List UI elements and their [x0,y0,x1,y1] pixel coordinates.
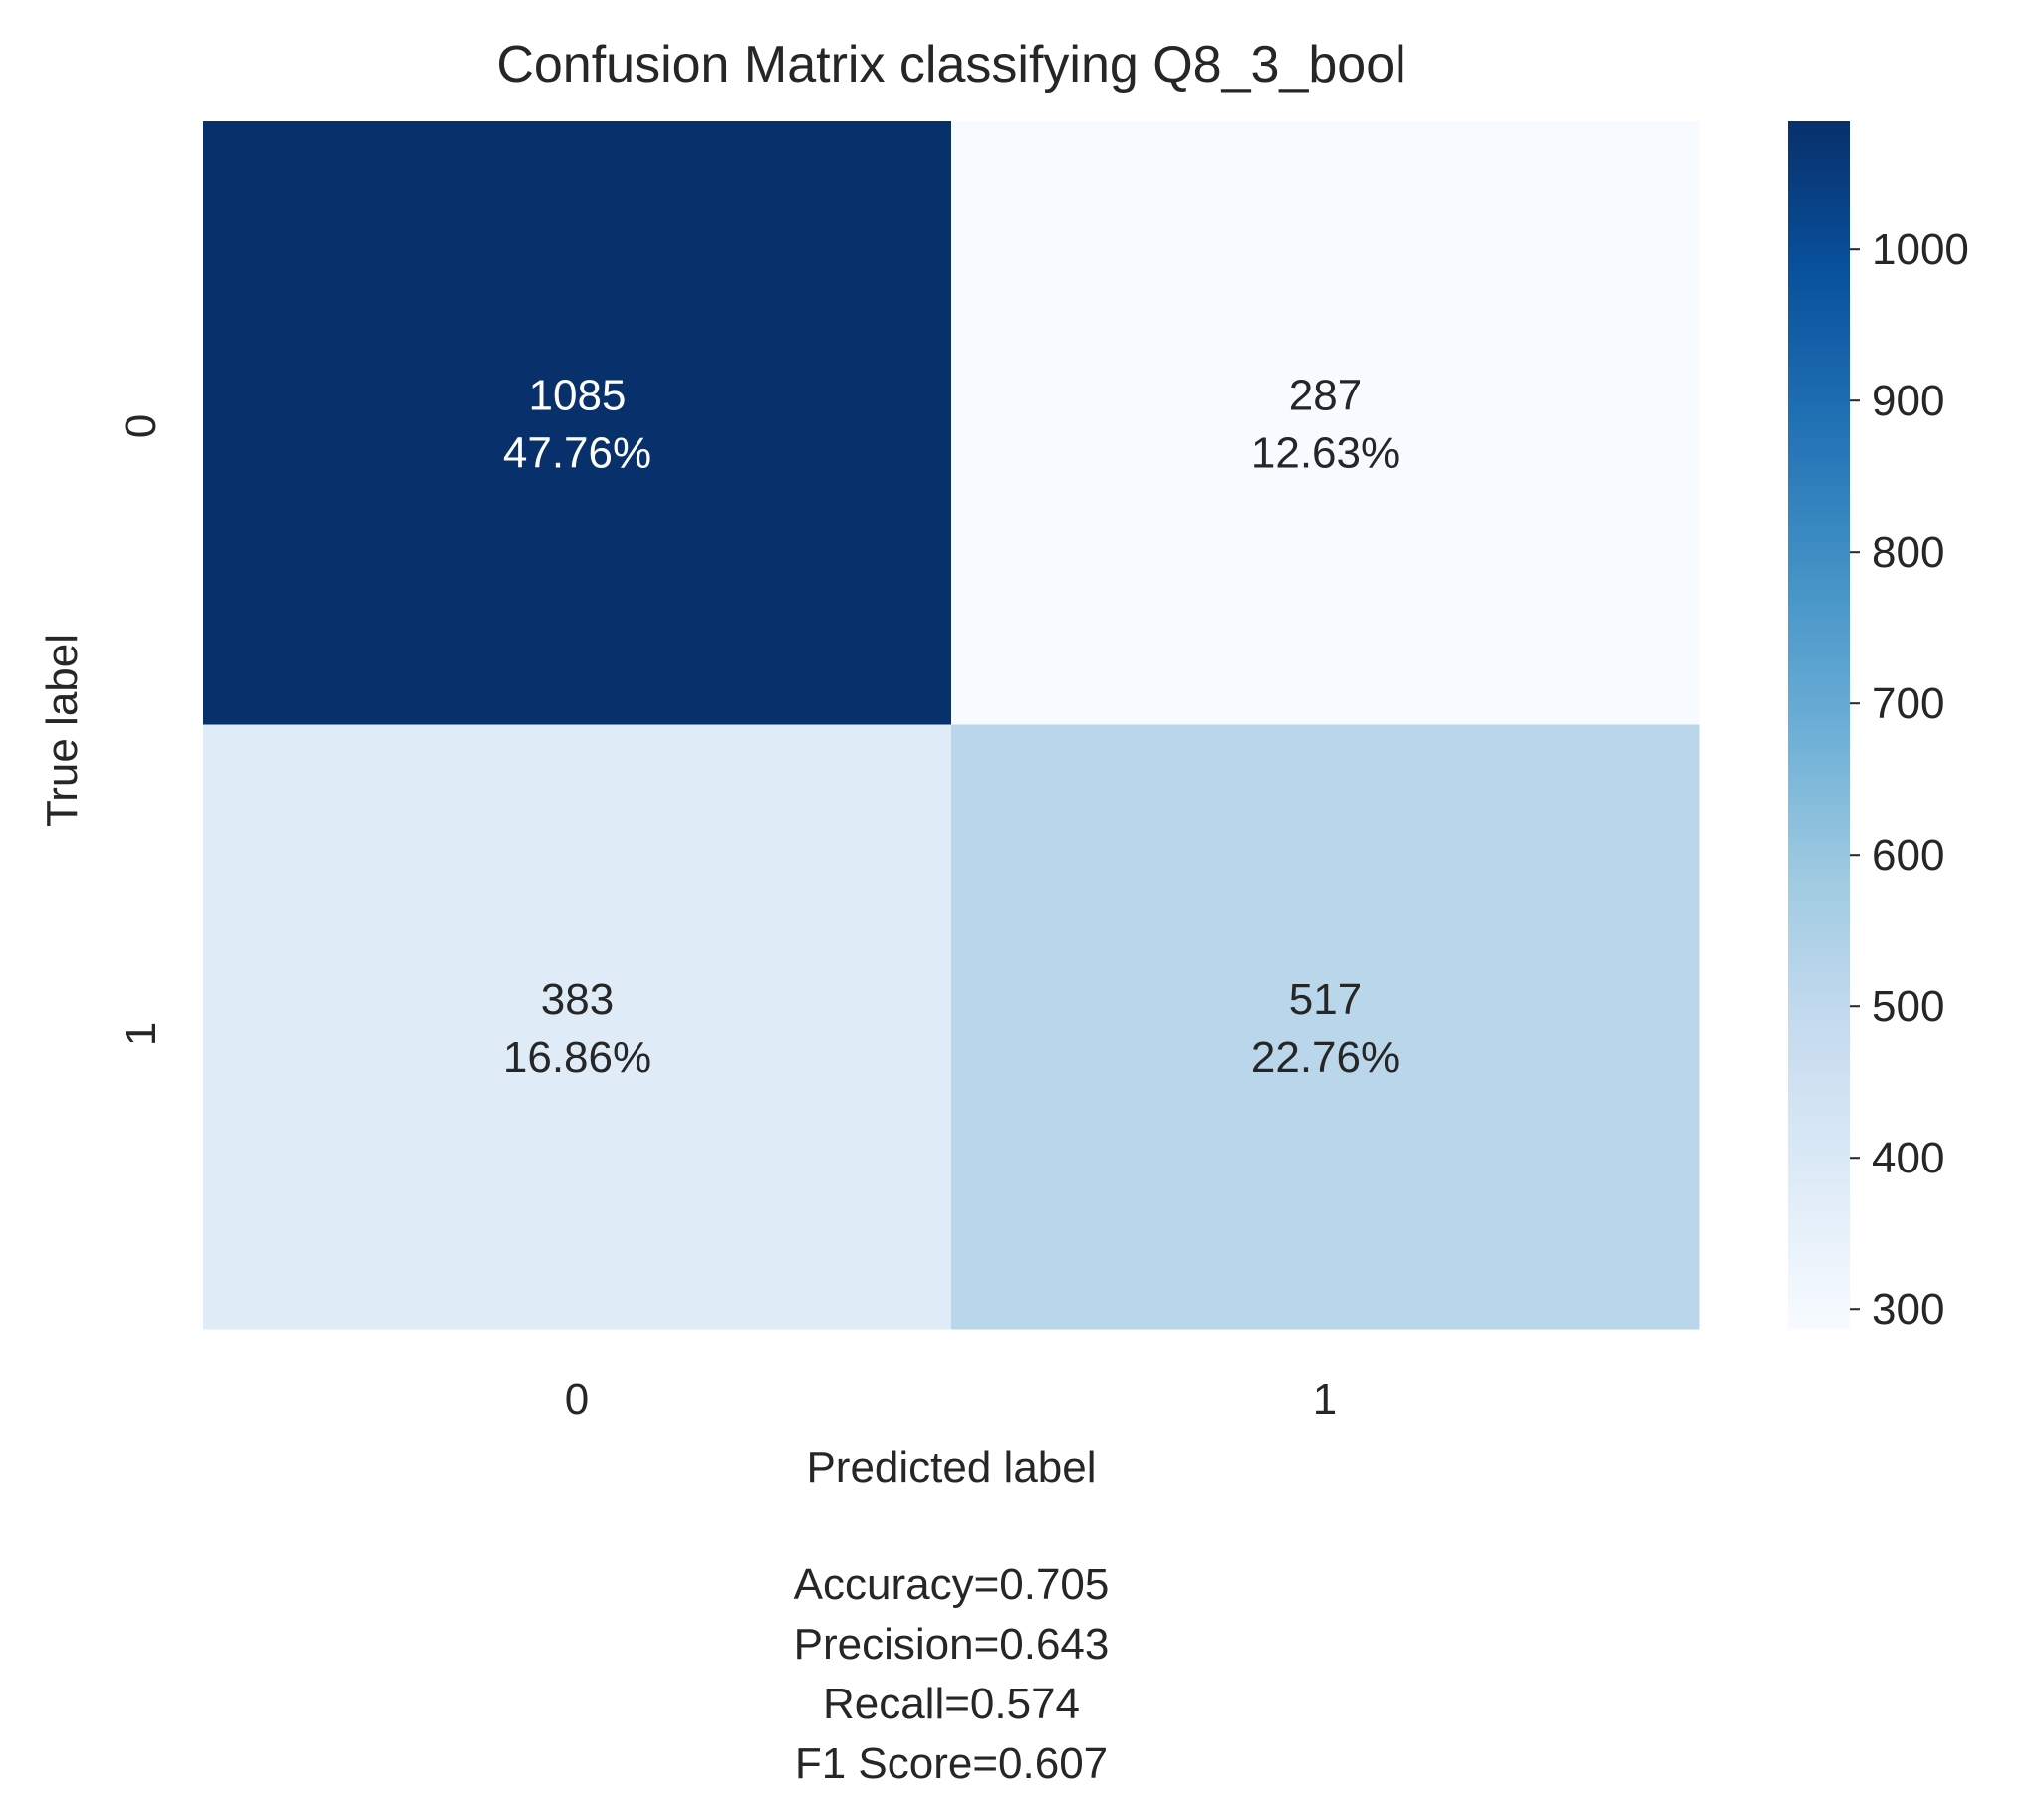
cell-percent-0-1: 12.63% [1251,428,1400,477]
colorbar-tick-label-2: 500 [1872,982,1944,1031]
y-tick-label-1: 1 [117,1022,165,1046]
metric-precision: Precision=0.643 [794,1620,1110,1669]
x-tick-labels: 0 1 [565,1375,1337,1424]
metrics-summary: Accuracy=0.705 Precision=0.643 Recall=0.… [794,1560,1110,1788]
heatmap-cell-1-1 [951,724,1700,1330]
cell-count-0-0: 1085 [529,371,627,419]
cell-count-1-1: 517 [1289,975,1362,1024]
colorbar-tick-label-7: 1000 [1872,225,1969,274]
cell-percent-0-0: 47.76% [503,428,651,477]
cell-percent-1-0: 16.86% [503,1033,651,1082]
heatmap-cell-0-1 [951,121,1700,725]
colorbar-ticks: 300 400 500 600 700 800 900 1000 [1850,225,1969,1334]
x-axis-label: Predicted label [806,1443,1096,1492]
cell-count-0-1: 287 [1289,371,1362,419]
heatmap-cell-0-0 [203,121,952,725]
metric-f1-score: F1 Score=0.607 [795,1739,1108,1788]
heatmap-cell-labels: 1085 47.76% 287 12.63% 383 16.86% 517 22.76% [503,371,1400,1082]
y-tick-label-0: 0 [117,414,165,438]
chart-title: Confusion Matrix classifying Q8_3_bool [496,36,1405,94]
colorbar-tick-label-4: 700 [1872,679,1944,728]
heatmap-cells [203,121,1700,1330]
cell-count-1-0: 383 [541,975,614,1024]
colorbar-tick-label-1: 400 [1872,1134,1944,1182]
cell-percent-1-1: 22.76% [1251,1033,1400,1082]
y-axis-label: True label [38,634,87,827]
colorbar-tick-label-3: 600 [1872,831,1944,880]
y-tick-labels: 0 1 [117,414,165,1046]
colorbar-tick-label-0: 300 [1872,1285,1944,1334]
x-tick-label-0: 0 [565,1375,589,1424]
heatmap-cell-1-0 [203,724,952,1330]
colorbar [1788,121,1850,1329]
metric-recall: Recall=0.574 [823,1680,1080,1728]
colorbar-tick-label-5: 800 [1872,528,1944,577]
x-tick-label-1: 1 [1313,1375,1337,1424]
metric-accuracy: Accuracy=0.705 [794,1560,1110,1609]
colorbar-tick-label-6: 900 [1872,377,1944,425]
